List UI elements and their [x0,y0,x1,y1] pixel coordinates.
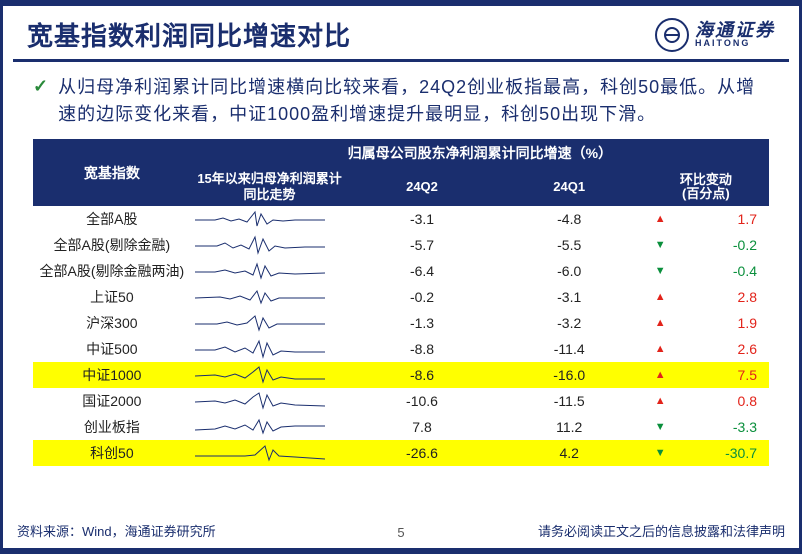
triangle-down-icon: ▼ [655,239,666,251]
table-row: 上证50 -0.2-3.1 ▲ 2.8 [33,284,769,310]
table-row: 全部A股 -3.1-4.8 ▲ 1.7 [33,206,769,232]
th-trend: 15年以来归母净利润累计同比走势 [191,167,349,206]
row-q2: -8.8 [348,336,495,362]
row-q2: -26.6 [348,440,495,466]
row-sparkline [191,206,349,232]
row-name: 全部A股(剔除金融) [33,232,191,258]
th-group: 归属母公司股东净利润累计同比增速（%） [191,139,769,167]
row-sparkline [191,232,349,258]
row-name: 创业板指 [33,414,191,440]
row-change: ▲ 1.9 [643,310,769,336]
row-q1: -11.4 [496,336,643,362]
row-sparkline [191,284,349,310]
th-q2: 24Q2 [348,167,495,206]
row-sparkline [191,440,349,466]
change-value: -30.7 [725,445,757,461]
th-index: 宽基指数 [33,139,191,206]
row-q2: 7.8 [348,414,495,440]
change-value: 1.9 [738,315,757,331]
row-q1: -3.1 [496,284,643,310]
row-change: ▲ 0.8 [643,388,769,414]
check-icon: ✓ [33,76,48,130]
row-sparkline [191,310,349,336]
row-name: 上证50 [33,284,191,310]
row-q1: -5.5 [496,232,643,258]
th-q1: 24Q1 [496,167,643,206]
row-sparkline [191,258,349,284]
bullet-text: 从归母净利润累计同比增速横向比较来看，24Q2创业板指最高，科创50最低。从增速… [58,74,769,130]
row-sparkline [191,388,349,414]
triangle-down-icon: ▼ [655,421,666,433]
row-change: ▼ -0.4 [643,258,769,284]
row-change: ▲ 2.6 [643,336,769,362]
row-q1: -3.2 [496,310,643,336]
change-value: -0.2 [733,237,757,253]
table-row: 中证1000 -8.6-16.0 ▲ 7.5 [33,362,769,388]
change-value: -0.4 [733,263,757,279]
change-value: -3.3 [733,419,757,435]
triangle-up-icon: ▲ [655,317,666,329]
row-q1: -6.0 [496,258,643,284]
header-divider [13,59,789,62]
row-q2: -10.6 [348,388,495,414]
row-name: 沪深300 [33,310,191,336]
row-name: 中证1000 [33,362,191,388]
row-sparkline [191,336,349,362]
growth-table: 宽基指数 归属母公司股东净利润累计同比增速（%） 15年以来归母净利润累计同比走… [33,139,769,466]
haitong-logo-icon [655,18,689,52]
row-sparkline [191,414,349,440]
row-name: 全部A股 [33,206,191,232]
change-value: 0.8 [738,393,757,409]
row-q2: -5.7 [348,232,495,258]
row-change: ▼ -0.2 [643,232,769,258]
change-value: 7.5 [738,367,757,383]
triangle-up-icon: ▲ [655,395,666,407]
change-value: 2.8 [738,289,757,305]
brand-name-en: HAITONG [695,39,775,48]
table-row: 科创50 -26.64.2 ▼ -30.7 [33,440,769,466]
triangle-up-icon: ▲ [655,291,666,303]
row-name: 国证2000 [33,388,191,414]
triangle-down-icon: ▼ [655,265,666,277]
row-q1: -16.0 [496,362,643,388]
brand-name-cn: 海通证券 [695,21,775,39]
row-sparkline [191,362,349,388]
row-q2: -1.3 [348,310,495,336]
row-name: 中证500 [33,336,191,362]
footer-source: 资料来源：Wind，海通证券研究所 [17,521,216,540]
change-value: 1.7 [738,211,757,227]
triangle-up-icon: ▲ [655,343,666,355]
footer-disclaimer: 请务必阅读正文之后的信息披露和法律声明 [538,521,785,540]
row-q1: 4.2 [496,440,643,466]
row-q1: -11.5 [496,388,643,414]
row-q1: 11.2 [496,414,643,440]
table-row: 全部A股(剔除金融两油) -6.4-6.0 ▼ -0.4 [33,258,769,284]
triangle-down-icon: ▼ [655,447,666,459]
table-row: 国证2000 -10.6-11.5 ▲ 0.8 [33,388,769,414]
row-change: ▲ 2.8 [643,284,769,310]
row-q1: -4.8 [496,206,643,232]
row-q2: -8.6 [348,362,495,388]
page-number: 5 [397,525,404,540]
row-change: ▲ 1.7 [643,206,769,232]
row-name: 科创50 [33,440,191,466]
page-title: 宽基指数利润同比增速对比 [27,16,351,53]
change-value: 2.6 [738,341,757,357]
row-q2: -6.4 [348,258,495,284]
table-row: 沪深300 -1.3-3.2 ▲ 1.9 [33,310,769,336]
row-name: 全部A股(剔除金融两油) [33,258,191,284]
row-q2: -0.2 [348,284,495,310]
triangle-up-icon: ▲ [655,213,666,225]
row-change: ▲ 7.5 [643,362,769,388]
triangle-up-icon: ▲ [655,369,666,381]
table-row: 全部A股(剔除金融) -5.7-5.5 ▼ -0.2 [33,232,769,258]
brand-logo: 海通证券 HAITONG [655,18,775,52]
row-q2: -3.1 [348,206,495,232]
table-row: 创业板指 7.811.2 ▼ -3.3 [33,414,769,440]
row-change: ▼ -3.3 [643,414,769,440]
table-row: 中证500 -8.8-11.4 ▲ 2.6 [33,336,769,362]
th-chg: 环比变动 (百分点) [643,167,769,206]
row-change: ▼ -30.7 [643,440,769,466]
